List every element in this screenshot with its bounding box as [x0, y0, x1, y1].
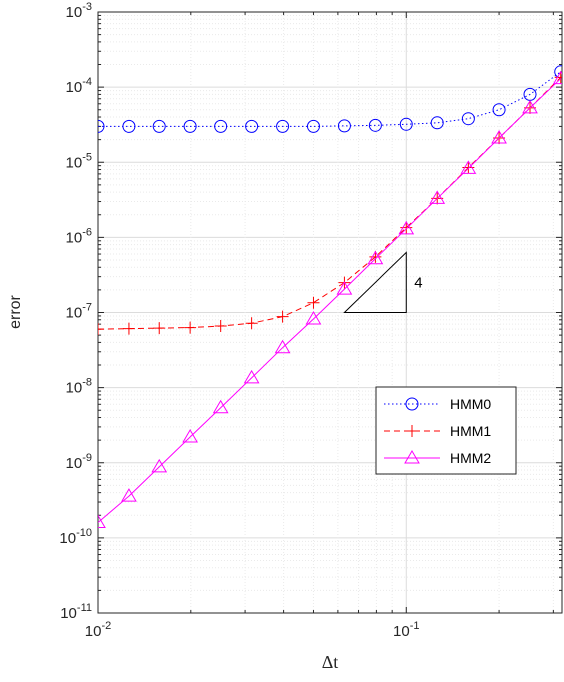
data-point [243, 369, 260, 384]
data-point [122, 119, 136, 133]
data-point [492, 103, 506, 117]
series-hmm0 [98, 65, 562, 133]
y-tick-label: 10-11 [60, 602, 92, 622]
data-point [98, 119, 105, 133]
y-axis-label: error [7, 294, 24, 328]
slope-triangle [343, 251, 407, 313]
data-point [336, 281, 353, 295]
data-point [98, 514, 106, 529]
grid [97, 12, 562, 614]
series-line [98, 78, 562, 523]
data-point [460, 160, 477, 174]
data-point [305, 310, 322, 325]
y-tick-labels: 10-11 10-10 10-9 10-8 10-7 10-6 10-5 10-4 10-3 [59, 1, 92, 622]
data-point [399, 117, 413, 131]
data-point [276, 310, 289, 323]
data-point [276, 119, 290, 133]
y-tick-label: 10-5 [66, 151, 92, 171]
x-tick-label: 10-2 [85, 620, 111, 640]
data-point [461, 112, 475, 126]
legend-item-hmm0: HMM0 [384, 396, 491, 412]
data-point [522, 99, 538, 114]
legend-marker [405, 397, 419, 411]
x-axis-label: Δt [322, 652, 339, 672]
data-point [182, 429, 198, 443]
data-point [306, 119, 320, 133]
series-line [98, 76, 562, 330]
series-line [98, 71, 562, 127]
data-point [122, 322, 135, 335]
data-point [367, 250, 384, 265]
y-tick-label: 10-6 [66, 226, 92, 246]
data-point [369, 250, 382, 263]
y-tick-label: 10-7 [66, 302, 92, 322]
x-tick-labels: 10-2 10-1 [85, 620, 420, 640]
legend-item-hmm1: HMM1 [384, 423, 491, 439]
data-point [554, 65, 562, 79]
data-point [337, 119, 351, 133]
y-tick-label: 10-4 [66, 76, 92, 96]
series-hmm2 [98, 70, 562, 529]
legend-label: HMM2 [450, 450, 491, 466]
data-point [245, 119, 259, 133]
legend-items: HMM0 HMM1 HMM2 [384, 396, 491, 466]
annotation-layer: 4 [343, 251, 423, 313]
data-point [152, 119, 166, 133]
legend-label: HMM0 [450, 396, 491, 412]
y-tick-label: 10-8 [66, 377, 92, 397]
data-point [274, 339, 291, 354]
y-tick-label: 10-9 [66, 452, 92, 472]
data-point [212, 399, 229, 414]
data-point [183, 119, 197, 133]
data-point [307, 296, 320, 309]
data-point [184, 321, 197, 334]
data-point [400, 221, 413, 234]
legend: HMM0 HMM1 HMM2 [375, 386, 517, 475]
data-point [491, 130, 507, 144]
data-point [368, 118, 382, 132]
legend-item-hmm2: HMM2 [384, 450, 491, 466]
data-point [430, 116, 444, 130]
data-point [214, 320, 227, 333]
legend-label: HMM1 [450, 423, 491, 439]
data-point [552, 70, 562, 85]
data-point [429, 190, 446, 204]
data-point [245, 317, 258, 330]
slope-label: 4 [414, 274, 422, 291]
legend-marker [406, 425, 418, 437]
x-tick-label: 10-1 [393, 620, 419, 640]
y-tick-label: 10-3 [66, 1, 92, 21]
data-point [214, 119, 228, 133]
data-point [153, 322, 166, 335]
series-layer [98, 65, 562, 529]
data-point [151, 458, 168, 473]
legend-marker [404, 450, 420, 464]
data-point [121, 488, 137, 502]
data-point [98, 323, 104, 336]
y-tick-label: 10-10 [59, 527, 92, 547]
data-point [398, 220, 415, 235]
data-point [554, 71, 562, 84]
